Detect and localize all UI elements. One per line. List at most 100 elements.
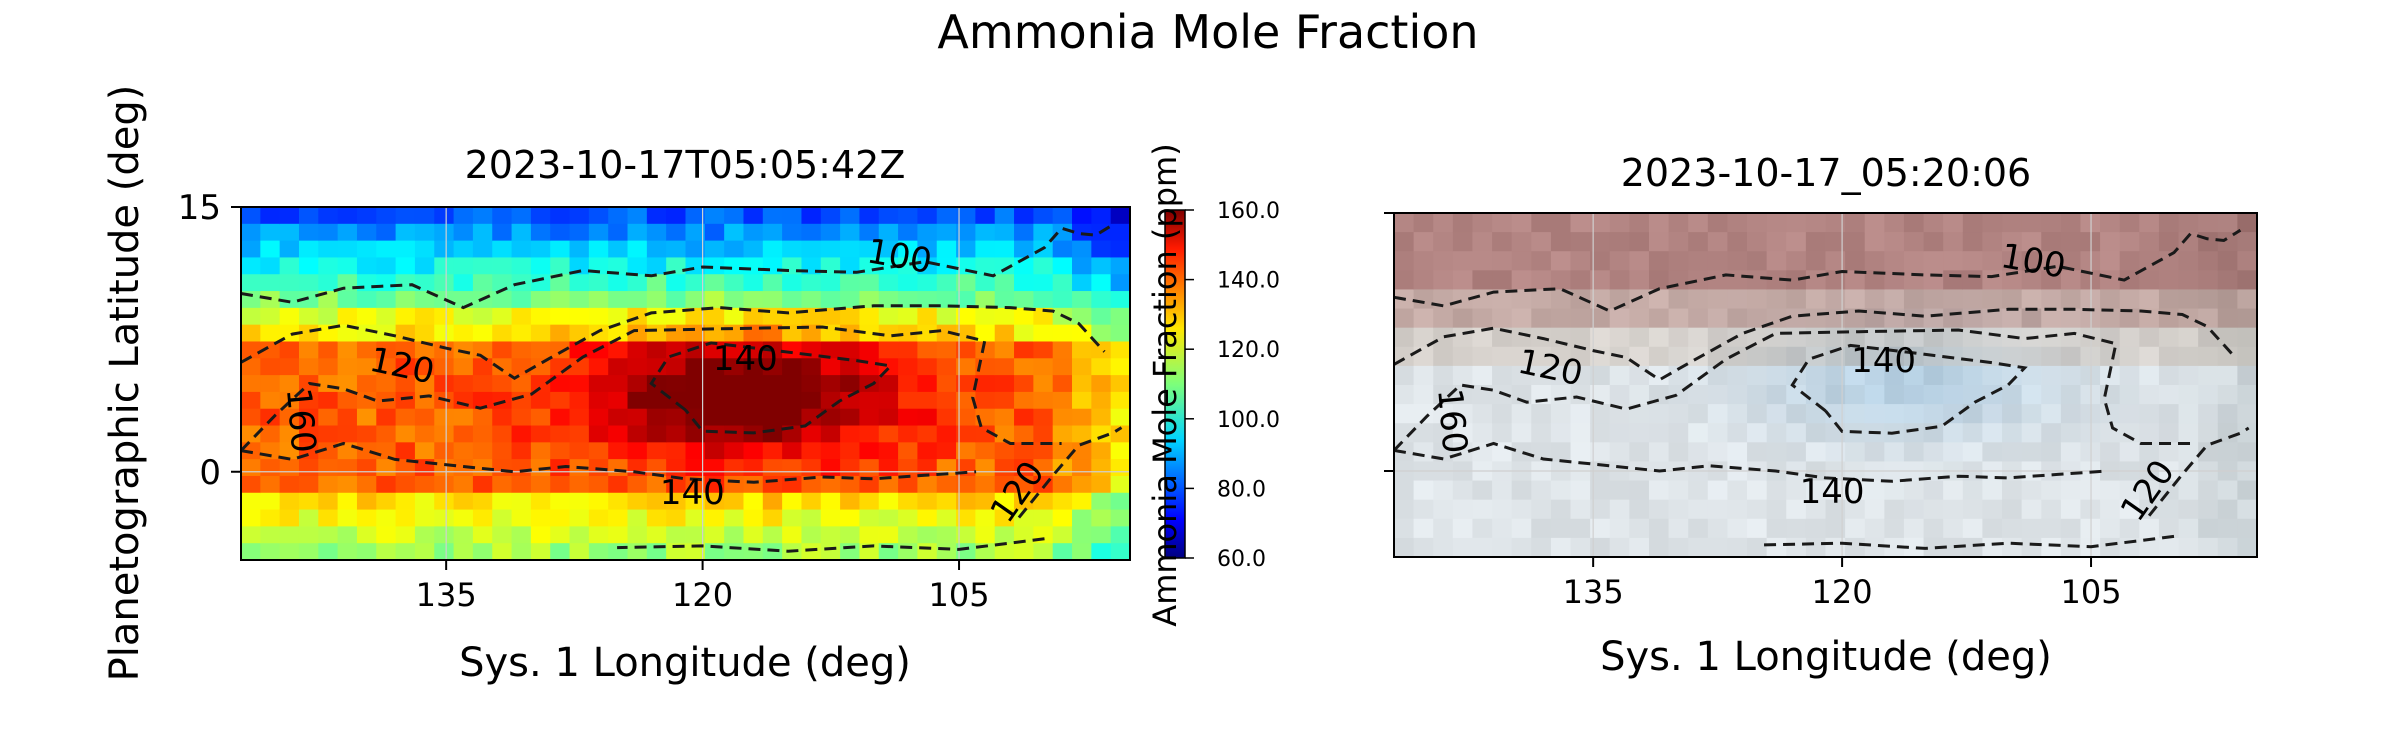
heatmap-cell xyxy=(1072,291,1092,309)
heatmap-cell xyxy=(646,425,667,443)
image-cell xyxy=(1531,232,1552,252)
image-cell xyxy=(1570,308,1591,329)
heatmap-cell xyxy=(376,475,397,494)
heatmap-cell xyxy=(414,341,435,359)
image-cell xyxy=(1472,213,1493,233)
heatmap-cell xyxy=(241,274,261,292)
heatmap-cell xyxy=(801,492,822,511)
colorbar-tick-label: 120.0 xyxy=(1217,338,1280,363)
heatmap-cell xyxy=(666,526,687,544)
image-cell xyxy=(2158,423,2180,443)
heatmap-cell xyxy=(472,391,493,410)
image-cell xyxy=(1413,270,1434,291)
heatmap-cell xyxy=(492,375,513,393)
image-cell xyxy=(1962,289,1984,310)
image-cell xyxy=(1903,499,1925,520)
image-cell xyxy=(1864,270,1885,291)
heatmap-cell xyxy=(1072,207,1092,225)
image-cell xyxy=(1511,289,1532,310)
heatmap-cell xyxy=(936,391,957,410)
heatmap-cell xyxy=(762,240,783,259)
image-cell xyxy=(2002,232,2023,252)
heatmap-cell xyxy=(859,425,880,443)
heatmap-cell xyxy=(646,341,667,359)
image-cell xyxy=(2178,518,2199,539)
image-cell xyxy=(2041,537,2062,558)
heatmap-cell xyxy=(1052,274,1073,292)
image-cell xyxy=(2100,251,2121,271)
heatmap-cell xyxy=(1091,543,1112,561)
image-cell xyxy=(2041,499,2062,520)
image-cell xyxy=(1492,213,1513,233)
image-cell xyxy=(1531,365,1552,386)
left-panel-title: 2023-10-17T05:05:42Z xyxy=(465,143,906,187)
heatmap-cell xyxy=(1014,358,1034,376)
heatmap-cell xyxy=(1110,240,1131,259)
heatmap-cell xyxy=(1052,543,1073,561)
heatmap-cell xyxy=(627,257,648,275)
heatmap-cell xyxy=(1110,274,1131,292)
heatmap-cell xyxy=(492,475,513,494)
heatmap-cell xyxy=(241,240,261,259)
image-cell xyxy=(2139,289,2160,310)
image-cell xyxy=(1511,404,1532,424)
heatmap-cell xyxy=(917,442,938,460)
image-cell xyxy=(2198,499,2219,520)
image-cell xyxy=(1864,537,1885,558)
heatmap-cell xyxy=(492,207,513,225)
image-cell xyxy=(1609,423,1630,443)
heatmap-cell xyxy=(917,223,938,242)
y-tick-label: 0 xyxy=(199,453,221,493)
heatmap-cell xyxy=(975,207,996,225)
colorbar-tick-label: 100.0 xyxy=(1217,408,1280,433)
heatmap-cell xyxy=(1072,341,1092,359)
image-cell xyxy=(2100,423,2121,443)
heatmap-cell xyxy=(492,240,513,259)
heatmap-cell xyxy=(1033,375,1054,393)
heatmap-cell xyxy=(1033,442,1054,460)
heatmap-cell xyxy=(492,358,513,376)
image-cell xyxy=(1903,480,1925,501)
image-cell xyxy=(1511,423,1532,443)
image-cell xyxy=(1884,499,1905,520)
image-cell xyxy=(1492,365,1513,386)
heatmap-cell xyxy=(414,223,435,242)
image-cell xyxy=(1825,289,1846,310)
heatmap-cell xyxy=(704,391,725,410)
heatmap-cell xyxy=(1072,307,1092,326)
image-cell xyxy=(2139,423,2160,443)
heatmap-cell xyxy=(569,257,590,275)
heatmap-cell xyxy=(395,509,416,527)
image-cell xyxy=(1688,423,1709,443)
image-cell xyxy=(1394,213,1415,233)
heatmap-cell xyxy=(975,492,996,511)
image-cell xyxy=(2178,385,2199,405)
image-cell xyxy=(2217,232,2238,252)
image-cell xyxy=(1727,289,1748,310)
heatmap-cell xyxy=(859,375,880,393)
x-tick-label: 120 xyxy=(1812,573,1873,611)
heatmap-cell xyxy=(898,375,919,393)
heatmap-cell xyxy=(337,207,358,225)
image-cell xyxy=(1903,385,1925,405)
image-cell xyxy=(1982,327,2003,348)
image-cell xyxy=(2041,327,2062,348)
image-cell xyxy=(1394,404,1415,424)
image-cell xyxy=(1629,537,1650,558)
image-cell xyxy=(1609,308,1630,329)
heatmap-cell xyxy=(298,240,319,259)
image-cell xyxy=(1629,213,1650,233)
heatmap-cell xyxy=(569,442,590,460)
image-cell xyxy=(1903,518,1925,539)
image-cell xyxy=(1590,537,1611,558)
image-cell xyxy=(1492,346,1513,367)
image-cell xyxy=(1982,404,2003,424)
heatmap-cell xyxy=(453,391,474,410)
heatmap-cell xyxy=(898,492,919,511)
heatmap-cell xyxy=(646,526,667,544)
image-cell xyxy=(2002,480,2023,501)
image-cell xyxy=(1884,480,1905,501)
heatmap-cell xyxy=(492,459,513,477)
image-cell xyxy=(1531,423,1552,443)
heatmap-cell xyxy=(395,375,416,393)
